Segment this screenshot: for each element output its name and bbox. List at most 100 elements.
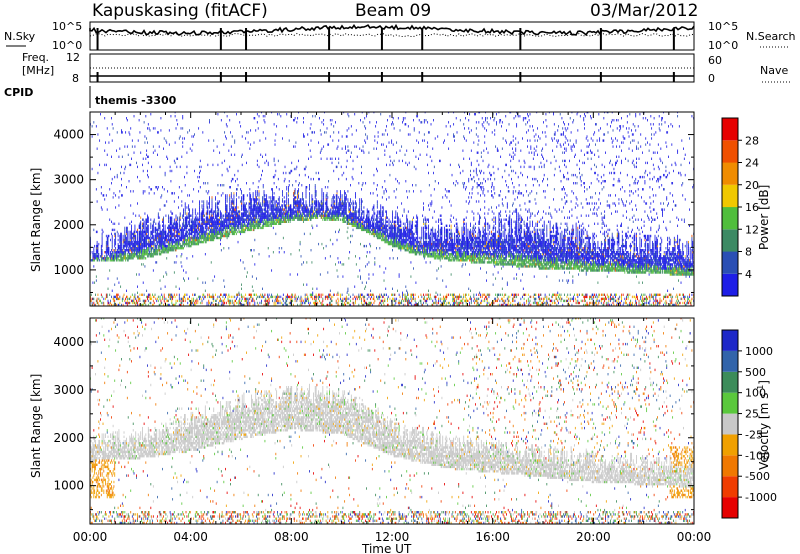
power-cell — [162, 247, 163, 250]
power-cell — [215, 210, 216, 213]
power-cell — [275, 200, 277, 203]
power-cell — [147, 232, 149, 236]
power-cell — [277, 208, 279, 211]
power-cell — [175, 238, 177, 242]
power-cell — [303, 212, 305, 215]
power-cell — [264, 206, 266, 209]
power-cell — [280, 220, 282, 223]
power-cell — [278, 222, 280, 225]
power-cell — [142, 232, 143, 236]
power-cell — [144, 251, 146, 254]
power-cell — [148, 186, 150, 189]
power-cell — [179, 214, 181, 217]
power-cell — [169, 226, 171, 230]
power-cell — [185, 232, 187, 236]
power-cell — [189, 129, 190, 132]
power-cell — [165, 214, 167, 217]
power-cell — [303, 167, 305, 171]
power-cell — [218, 214, 220, 217]
power-cell — [225, 212, 226, 215]
power-cell — [272, 204, 274, 207]
power-cell — [270, 200, 272, 203]
power-cell — [321, 121, 323, 124]
power-cell — [294, 117, 296, 120]
power-cell — [126, 295, 128, 299]
power-cell — [207, 293, 209, 296]
power-cell — [250, 228, 252, 232]
power-cell — [189, 238, 191, 242]
power-cell — [271, 200, 273, 203]
power-cell — [271, 218, 273, 221]
power-cell — [277, 216, 279, 219]
power-cell — [273, 301, 275, 305]
power-cell — [114, 240, 116, 244]
power-cell — [283, 208, 285, 211]
power-cell — [176, 238, 178, 242]
power-cell — [290, 204, 292, 207]
power-cell — [337, 206, 339, 209]
power-cell — [229, 210, 231, 213]
power-cell — [273, 123, 275, 126]
power-cell — [130, 253, 132, 256]
power-cell — [152, 220, 154, 223]
power-cell — [97, 255, 99, 258]
power-cell — [146, 242, 148, 246]
power-cell — [345, 299, 347, 303]
power-cell — [350, 216, 352, 219]
power-cell — [349, 202, 351, 205]
power-cell — [219, 226, 221, 230]
power-cell — [305, 204, 307, 207]
power-cell — [137, 249, 138, 252]
power-cell — [319, 212, 320, 215]
power-cell — [166, 249, 168, 252]
power-cell — [208, 222, 210, 225]
power-cell — [184, 240, 185, 244]
power-cell — [327, 295, 329, 299]
power-cell — [245, 299, 247, 303]
power-cell — [173, 234, 174, 238]
power-cell — [226, 224, 228, 227]
power-cell — [347, 214, 349, 217]
power-cell — [210, 214, 212, 217]
power-cell — [222, 222, 224, 225]
power-cell — [323, 194, 325, 197]
power-cell — [340, 218, 341, 221]
power-cell — [233, 202, 235, 205]
power-cell — [104, 255, 106, 258]
power-cell — [289, 220, 291, 223]
power-cell — [159, 297, 161, 301]
power-cell — [169, 238, 171, 242]
power-cell — [214, 230, 216, 234]
power-cell — [163, 249, 165, 252]
power-cell — [218, 210, 220, 213]
power-cell — [252, 222, 254, 225]
power-cell — [114, 259, 116, 262]
power-cell — [214, 220, 216, 223]
power-cell — [146, 253, 148, 256]
power-cell — [106, 208, 108, 211]
power-cell — [322, 293, 324, 296]
power-cell — [260, 226, 262, 230]
power-cell — [184, 208, 186, 211]
power-cell — [255, 226, 257, 230]
power-cell — [298, 214, 300, 217]
power-cell — [258, 222, 260, 225]
power-cell — [236, 224, 238, 227]
power-cell — [133, 297, 135, 301]
power-cell — [159, 232, 161, 236]
power-cell — [297, 218, 299, 221]
power-cell — [215, 204, 216, 207]
power-cell — [121, 194, 123, 197]
power-cell — [244, 267, 246, 270]
power-cell — [106, 295, 108, 299]
power-cell — [273, 220, 275, 223]
power-cell — [125, 131, 127, 134]
power-cell — [236, 214, 238, 217]
power-cell — [345, 214, 347, 217]
power-cell — [274, 208, 276, 211]
power-cell — [139, 131, 141, 134]
power-cell — [278, 198, 280, 201]
power-cell — [141, 244, 143, 248]
power-cell — [135, 249, 137, 252]
